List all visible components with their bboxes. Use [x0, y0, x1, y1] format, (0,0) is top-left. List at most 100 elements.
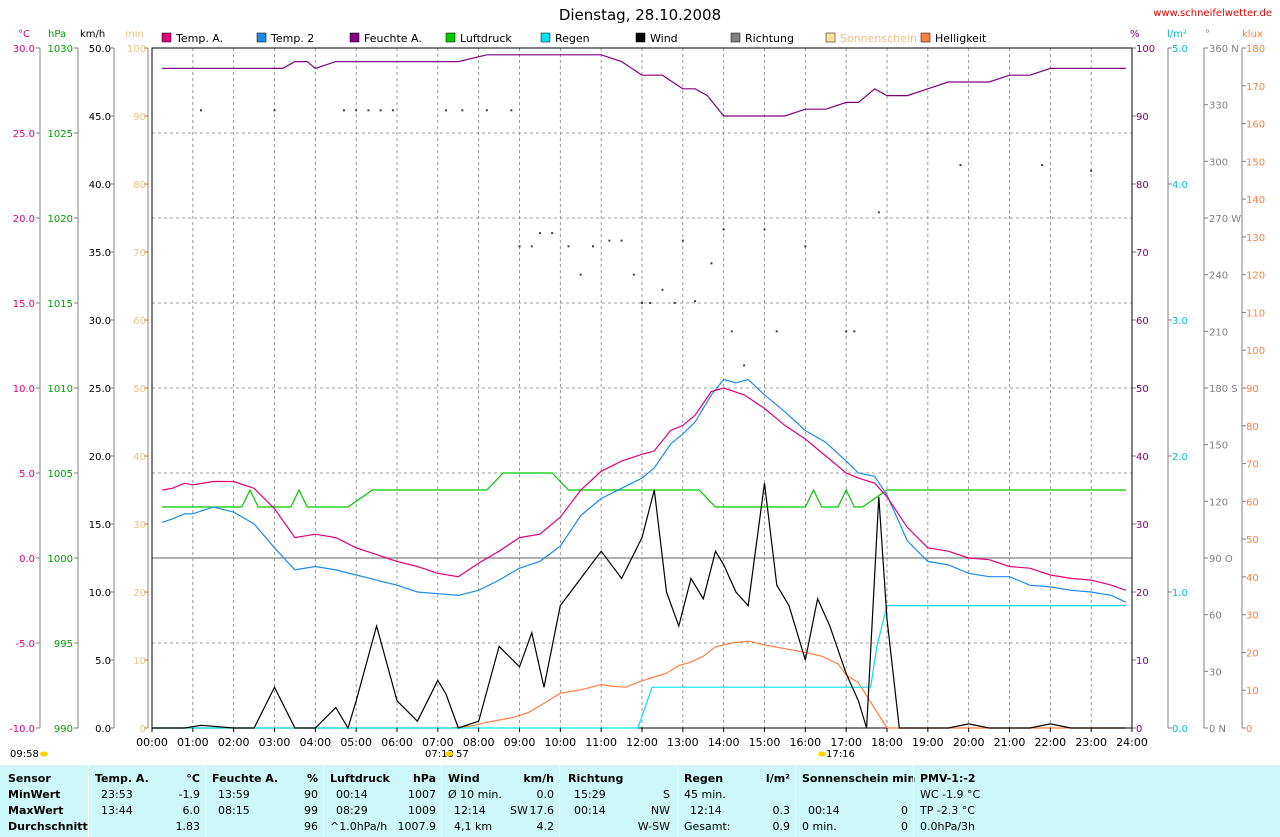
weather-chart: Dienstag, 28.10.2008 www.schneifelwetter…: [9, 6, 1272, 760]
regen-total-value: 0.9: [772, 820, 791, 833]
direction-point: [877, 211, 880, 214]
direction-axis-tick-label: 0 N: [1209, 724, 1226, 735]
col-temp: Temp. A. °C 23:53 -1.9 13:44 6.0 1.83: [88, 765, 206, 837]
temp-avg-value: 1.83: [175, 820, 201, 833]
legend: Temp. A. Temp. 2 Feuchte A. Luftdruck Regen W…: [161, 32, 987, 45]
rain-axis-tick-label: 4.0: [1172, 180, 1188, 191]
x-tick-label: 19:00: [912, 736, 944, 749]
wind-axis-tick-label: 5.0: [95, 656, 111, 667]
temp-axis-tick-label: 25.0: [13, 129, 35, 140]
klux-axis-tick-label: 60: [1246, 497, 1259, 508]
unit-humidity: %: [1130, 29, 1140, 40]
klux-axis-tick-label: 140: [1246, 195, 1265, 206]
col-pmv: PMV-1:-2 WC -1.9 °C TP -2.3 °C 0.0hPa/3h: [913, 765, 1032, 837]
direction-axis-tick-label: 270 W: [1209, 214, 1241, 225]
klux-axis-tick-label: 0: [1246, 724, 1252, 735]
direction-point: [1090, 169, 1093, 172]
humidity-axis-tick-label: 50: [1136, 384, 1149, 395]
wind-axis-tick-label: 45.0: [89, 112, 111, 123]
legend-swatch-temp_a: [161, 32, 172, 43]
site-url[interactable]: www.schneifelwetter.de: [1153, 8, 1272, 19]
klux-axis-tick-label: 70: [1246, 460, 1259, 471]
direction-axis-tick-label: 180 S: [1209, 384, 1238, 395]
direction-axis-tick-label: 90 O: [1209, 554, 1233, 565]
sunrise-left-label: 09:58: [10, 749, 39, 760]
direction-point: [530, 245, 533, 248]
wind-axis-tick-label: 10.0: [89, 588, 111, 599]
x-tick-label: 04:00: [299, 736, 331, 749]
direction-point: [710, 262, 713, 265]
richtung-max-time: 00:14: [574, 804, 606, 817]
x-tick-label: 16:00: [789, 736, 821, 749]
direction-axis-tick-label: 330: [1209, 101, 1228, 112]
sunrise-icon: [445, 751, 453, 757]
legend-label-feuchte: Feuchte A.: [364, 32, 422, 45]
unit-temp: °C: [18, 29, 30, 40]
wind-axis-tick-label: 20.0: [89, 452, 111, 463]
druck-unit: hPa: [412, 772, 436, 785]
legend-swatch-sonnenschein: [825, 32, 836, 43]
legend-swatch-wind: [635, 32, 646, 43]
klux-axis-tick-label: 50: [1246, 535, 1259, 546]
series-line-luftdruck: [162, 472, 1126, 508]
sun-info: 09:58 07:13 57 17:16: [10, 749, 855, 760]
unit-direction: °: [1205, 29, 1210, 40]
minutes-axis-tick-label: 60: [133, 316, 146, 327]
legend-label-richtung: Richtung: [745, 32, 794, 45]
legend-label-helligkeit: Helligkeit: [935, 32, 987, 45]
humidity-axis-tick-label: 70: [1136, 248, 1149, 259]
direction-point: [510, 109, 513, 112]
x-tick-label: 02:00: [218, 736, 250, 749]
humidity-axis-tick-label: 100: [1136, 44, 1155, 55]
unit-rain: l/m²: [1167, 29, 1187, 40]
richtung-avg-value: W-SW: [637, 820, 670, 833]
direction-point: [763, 228, 766, 231]
sunrise-minutes: 57: [456, 749, 469, 760]
col-luftdruck: Luftdruck hPa 00:14 1007 08:29 1009 ^1.0…: [323, 765, 442, 837]
direction-point: [461, 109, 464, 112]
legend-swatch-richtung: [730, 32, 741, 43]
pmv-dewpoint: TP -2.3 °C: [920, 804, 975, 817]
humidity-axis-tick-label: 40: [1136, 452, 1149, 463]
col-regen: Regen l/m² 45 min. 12:14 0.3 Gesamt: 0.9: [677, 765, 796, 837]
klux-axis-tick-label: 180: [1246, 44, 1265, 55]
minutes-axis-tick-label: 80: [133, 180, 146, 191]
legend-swatch-temp_2: [256, 32, 267, 43]
temp-min-value: -1.9: [178, 788, 200, 801]
direction-point: [959, 164, 962, 167]
x-tick-label: 05:00: [340, 736, 372, 749]
direction-point: [632, 273, 635, 276]
minutes-axis-tick-label: 70: [133, 248, 146, 259]
direction-point: [445, 109, 447, 112]
druck-avg-value: 1007.9: [397, 820, 437, 833]
sonne-header: Sonnenschein min: [802, 772, 916, 785]
unit-press: hPa: [48, 29, 66, 40]
richtung-min-value: S: [663, 788, 670, 801]
regen-header: Regen: [684, 772, 724, 785]
x-tick-label: 23:00: [1075, 736, 1107, 749]
temp-axis-tick-label: -5.0: [15, 639, 35, 650]
direction-axis-tick-label: 150: [1209, 441, 1228, 452]
direction-axis-tick-label: 60: [1209, 611, 1222, 622]
druck-trend: ^1.0hPa/h: [330, 820, 388, 833]
press-axis-tick-label: 1020: [48, 214, 73, 225]
sonne-total-label: 0 min.: [802, 820, 837, 833]
humidity-axis-tick-label: 20: [1136, 588, 1149, 599]
wind-unit: km/h: [523, 772, 554, 785]
minutes-axis-tick-label: 20: [133, 588, 146, 599]
direction-point: [743, 364, 746, 367]
direction-point: [641, 302, 643, 304]
legend-label-luftdruck: Luftdruck: [460, 32, 512, 45]
pmv-header: PMV-1:-2: [920, 772, 976, 785]
wind-avg-value: 4.2: [536, 820, 555, 833]
direction-point: [367, 109, 370, 112]
x-tick-label: 18:00: [871, 736, 903, 749]
row-min-label: MinWert: [8, 788, 61, 801]
wind-axis-tick-label: 0.0: [95, 724, 111, 735]
direction-point: [538, 232, 541, 235]
minutes-axis-tick-label: 100: [127, 44, 146, 55]
feuchte-avg-value: 96: [304, 820, 318, 833]
legend-swatch-luftdruck: [445, 32, 456, 43]
klux-axis-tick-label: 150: [1246, 157, 1265, 168]
x-tick-label: 24:00: [1116, 736, 1148, 749]
